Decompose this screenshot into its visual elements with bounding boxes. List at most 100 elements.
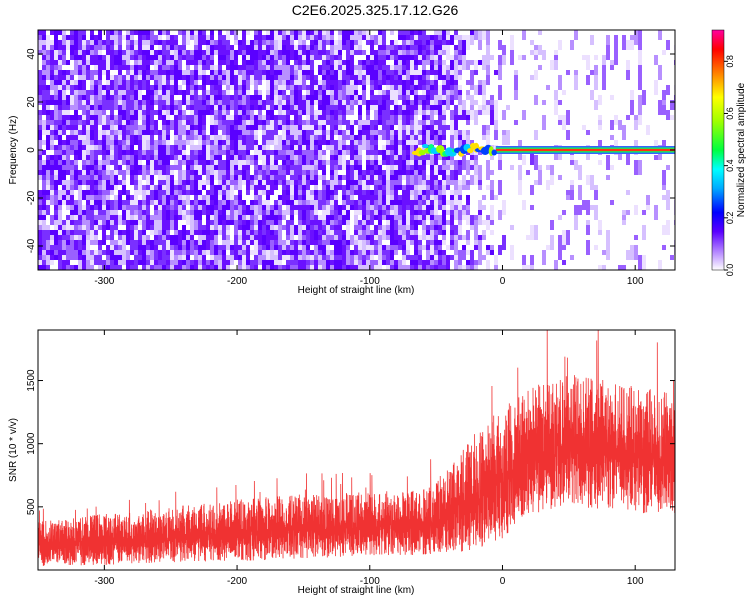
spectrogram-cell [442,115,446,120]
spectrogram-cell [458,35,462,40]
spectrogram-cell [418,205,422,210]
spectrogram-cell [182,255,186,260]
spectrogram-cell [42,220,46,225]
spectrogram-cell [122,235,126,250]
spectrogram-cell [178,190,182,195]
spectrogram-cell [106,235,110,240]
spectrogram-cell [166,145,170,160]
spectrogram-cell [362,255,366,260]
spectrogram-cell [266,195,270,200]
spectrogram-cell [554,90,558,105]
spectrogram-cell [190,265,194,270]
spectrogram-cell [182,170,186,180]
spectrogram-cell [298,125,302,130]
spectrogram-cell [66,160,70,170]
spectrogram-cell [234,210,238,220]
spectrogram-cell [474,60,478,70]
spectrogram-cell [230,85,234,90]
spectrogram-cell [406,205,410,210]
spectrogram-cell [262,235,266,250]
spectrogram-cell [174,165,178,170]
spectrogram-cell [358,140,362,145]
spectrogram-cell [214,80,218,85]
spectrogram-cell [114,255,118,265]
spectrogram-cell [122,250,126,265]
spectrogram-cell [406,125,410,140]
spectrogram-cell [234,205,238,210]
spectrogram-cell [70,105,74,110]
spectrogram-cell [446,35,450,40]
spectrogram-cell [490,190,494,200]
spectrogram-cell [470,110,474,120]
spectrogram-cell [98,145,102,150]
spectrogram-cell [262,100,266,110]
spectrogram-cell [70,40,74,45]
spectrogram-cell [398,35,402,40]
spectrogram-cell [354,50,358,55]
spectrogram-cell [246,165,250,170]
spectrogram-cell [286,85,290,90]
spectrogram-cell [494,265,498,270]
spectrogram-cell [342,115,346,120]
spectrogram-cell [94,235,98,240]
spectrogram-cell [246,90,250,95]
spectrogram-cell [38,240,42,245]
spectrogram-cell [338,110,342,115]
spectrogram-cell [374,150,378,155]
spectrogram-cell [82,150,86,155]
spectrogram-cell [410,205,414,220]
spectrogram-cell [182,120,186,125]
spectrogram-cell [454,170,458,185]
spectrogram-cell [414,250,418,255]
spectrogram-cell [110,235,114,240]
spectrogram-cell [630,100,634,115]
spectrogram-cell [414,85,418,90]
spectrogram-cell [246,175,250,180]
spectrogram-cell [46,35,50,50]
spectrogram-cell [178,205,182,215]
spectrogram-cell [146,250,150,255]
spectrogram-cell [286,130,290,135]
spectrogram-cell [522,110,526,120]
spectrogram-cell [414,265,418,270]
spectrogram-cell [122,220,126,225]
spectrogram-cell [306,210,310,225]
spectrogram-cell [434,160,438,165]
spectrogram-cell [438,95,442,100]
spectrogram-cell [138,130,142,135]
spectrogram-cell [126,145,130,150]
spectrogram-cell [162,75,166,90]
spectrogram-cell [426,205,430,220]
spectrogram-cell [194,155,198,160]
spectrogram-cell [558,120,562,125]
spectrogram-cell [158,90,162,95]
spectrogram-cell [426,155,430,160]
spectrogram-cell [466,210,470,215]
spectrogram-cell [418,160,422,165]
spectrogram-cell [326,230,330,235]
spectrogram-cell [450,200,454,210]
spectrogram-cell [594,205,598,220]
spectrogram-cell [458,105,462,115]
spectrogram-cell [510,35,514,50]
spectrogram-cell [322,115,326,120]
spectrogram-cell [210,165,214,180]
spectrogram-cell [130,145,134,155]
spectrogram-cell [66,120,70,125]
spectrogram-cell [258,120,262,125]
spectrogram-cell [502,110,506,120]
spectrogram-cell [38,175,42,180]
spectrogram-cell [386,55,390,60]
spectrogram-cell [122,35,126,40]
spectrogram-cell [370,80,374,85]
spectrogram-cell [230,100,234,110]
spectrogram-cell [254,160,258,165]
spectrogram-cell [58,255,62,260]
spectrogram-cell [262,60,266,65]
spectrogram-cell [486,65,490,80]
spectrogram-cell [426,245,430,250]
spectrogram-cell [38,155,42,160]
spectrogram-cell [222,45,226,50]
spectrogram-cell [158,265,162,270]
spectrogram-cell [178,70,182,75]
